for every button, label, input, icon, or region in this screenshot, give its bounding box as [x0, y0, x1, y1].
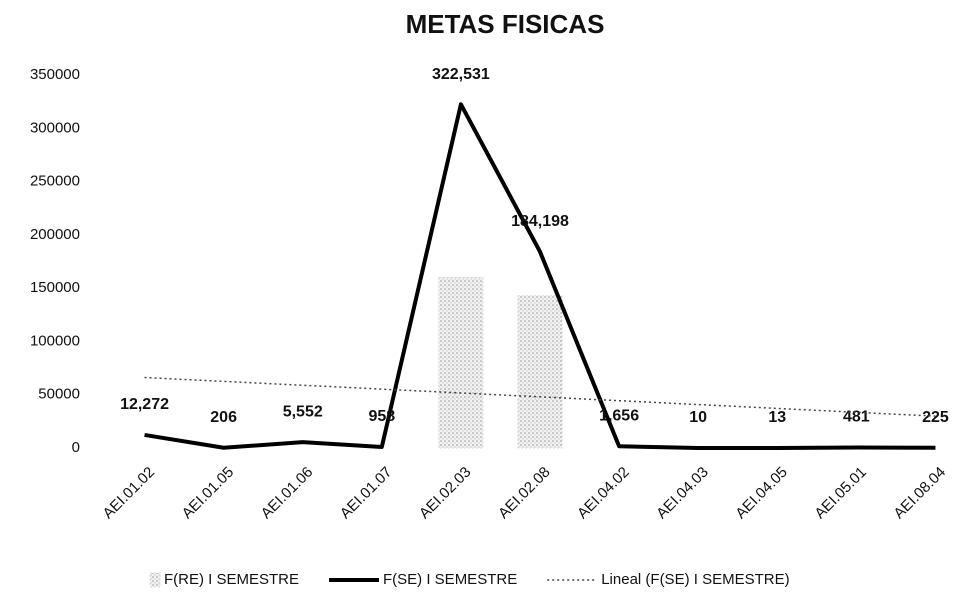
- data-label: 481: [843, 409, 870, 426]
- data-label: 322,531: [432, 66, 490, 83]
- data-label: 13: [768, 409, 786, 426]
- y-tick-label: 150000: [30, 279, 80, 296]
- data-label: 12,272: [120, 396, 169, 413]
- data-label: 206: [210, 409, 237, 426]
- y-tick-label: 100000: [30, 332, 80, 349]
- y-tick-label: 300000: [30, 119, 80, 136]
- bar: [438, 276, 484, 449]
- x-tick-label: AEI.01.06: [258, 464, 317, 523]
- x-tick-label: AEI.04.05: [732, 464, 791, 523]
- x-tick-label: AEI.04.02: [574, 464, 633, 523]
- y-tick-label: 250000: [30, 173, 80, 190]
- x-tick-label: AEI.04.03: [653, 464, 712, 523]
- data-label: 225: [922, 409, 949, 426]
- x-tick-label: AEI.05.01: [811, 464, 870, 523]
- line: [144, 102, 936, 450]
- data-label: 184,198: [511, 213, 569, 230]
- legend-label: F(RE) I SEMESTRE: [164, 571, 299, 588]
- y-tick-label: 350000: [30, 66, 80, 83]
- legend-label: Lineal (F(SE) I SEMESTRE): [601, 571, 789, 588]
- legend-swatch: [149, 572, 161, 588]
- chart-title: METAS FISICAS: [406, 9, 605, 39]
- data-label: 958: [368, 408, 395, 425]
- data-label: 1,656: [599, 407, 639, 424]
- y-tick-label: 50000: [38, 386, 80, 403]
- x-tick-label: AEI.02.03: [416, 464, 475, 523]
- x-tick-label: AEI.08.04: [890, 464, 949, 523]
- x-tick-label: AEI.02.08: [495, 464, 554, 523]
- x-tick-label: AEI.01.05: [179, 464, 238, 523]
- y-tick-label: 0: [72, 439, 80, 456]
- y-tick-label: 200000: [30, 226, 80, 243]
- legend-label: F(SE) I SEMESTRE: [383, 571, 517, 588]
- trendline: [144, 376, 936, 417]
- bar: [517, 295, 563, 449]
- data-label: 10: [689, 409, 707, 426]
- x-tick-label: AEI.01.07: [337, 464, 396, 523]
- data-label: 5,552: [283, 403, 323, 420]
- x-tick-label: AEI.01.02: [100, 464, 159, 523]
